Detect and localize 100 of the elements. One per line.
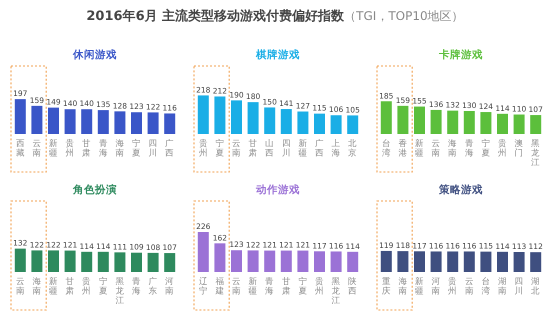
bar bbox=[248, 250, 259, 272]
bar bbox=[81, 109, 92, 134]
bar bbox=[214, 243, 226, 272]
x-tick-label: 重庆 bbox=[382, 276, 391, 296]
chart-title: 休闲游戏 bbox=[72, 48, 117, 61]
bar bbox=[64, 109, 76, 134]
x-tick-label: 青海 bbox=[265, 276, 274, 296]
x-tick-label: 上海 bbox=[332, 138, 341, 158]
bar bbox=[314, 251, 325, 272]
x-tick-label: 黑龙江 bbox=[115, 276, 124, 306]
bar bbox=[397, 106, 408, 134]
x-tick-label: 新疆 bbox=[49, 276, 58, 296]
bar bbox=[497, 114, 508, 134]
chart-title: 角色扮演 bbox=[72, 183, 117, 196]
x-tick-label: 云南 bbox=[464, 277, 474, 296]
x-tick-label: 北京 bbox=[348, 138, 358, 158]
x-tick-label: 新疆 bbox=[248, 276, 258, 296]
x-tick-label: 海南 bbox=[448, 138, 458, 158]
x-tick-label: 香港 bbox=[398, 138, 408, 158]
bar bbox=[297, 250, 308, 272]
x-tick-label: 甘肃 bbox=[82, 138, 92, 158]
text: 2016年6月 主流类型移动游戏付费偏好指数 bbox=[86, 8, 346, 24]
x-tick-label: 云南 bbox=[232, 139, 241, 158]
x-tick-label: 云南 bbox=[16, 277, 25, 296]
x-tick-label: 贵州 bbox=[66, 138, 75, 158]
x-tick-label: 贵州 bbox=[498, 138, 507, 158]
x-tick-label: 青海 bbox=[464, 138, 474, 158]
bar bbox=[280, 250, 292, 272]
x-tick-label: 新疆 bbox=[415, 276, 424, 296]
x-tick-label: 甘肃 bbox=[248, 138, 258, 158]
chart-title: 动作游戏 bbox=[255, 183, 300, 196]
x-tick-label: 广西 bbox=[315, 138, 324, 158]
x-tick-label: 宁夏 bbox=[298, 276, 308, 296]
bar bbox=[114, 111, 126, 134]
x-tick-label: 湖南 bbox=[498, 276, 507, 296]
x-tick-label: 西藏 bbox=[16, 139, 25, 158]
bar bbox=[380, 101, 392, 134]
chart-title: 棋牌游戏 bbox=[255, 48, 300, 61]
x-tick-label: 四川 bbox=[148, 139, 158, 158]
bar bbox=[314, 114, 325, 134]
x-tick-label: 宁夏 bbox=[215, 138, 224, 158]
bar bbox=[330, 115, 342, 134]
bar bbox=[447, 110, 458, 134]
bar bbox=[464, 110, 475, 134]
x-tick-label: 新疆 bbox=[298, 138, 308, 158]
x-tick-label: 宁夏 bbox=[481, 138, 490, 158]
bar bbox=[264, 250, 276, 272]
x-tick-label: 福建 bbox=[214, 276, 224, 296]
bar bbox=[330, 251, 342, 272]
x-tick-label: 贵州 bbox=[448, 276, 458, 296]
x-tick-label: 四川 bbox=[282, 139, 291, 158]
bar bbox=[514, 114, 525, 134]
x-tick-label: 宁夏 bbox=[98, 276, 108, 296]
x-tick-label: 澳门 bbox=[514, 138, 524, 158]
x-tick-label: 陕西 bbox=[348, 276, 358, 296]
x-tick-label: 广东 bbox=[148, 276, 158, 296]
bar bbox=[131, 112, 142, 134]
x-tick-label: 贵州 bbox=[315, 276, 324, 296]
x-tick-label: 甘肃 bbox=[282, 276, 291, 296]
bar bbox=[14, 99, 26, 134]
chart-title: 卡牌游戏 bbox=[438, 48, 483, 61]
bar bbox=[248, 102, 259, 134]
bar bbox=[264, 107, 276, 134]
bar bbox=[231, 250, 242, 272]
x-tick-label: 河南 bbox=[165, 276, 174, 296]
chart-title: 策略游戏 bbox=[438, 183, 483, 196]
bar bbox=[164, 113, 176, 134]
bar bbox=[297, 112, 308, 134]
bar bbox=[198, 232, 209, 272]
x-tick-label: 新疆 bbox=[415, 138, 424, 158]
x-tick-label: 宁夏 bbox=[132, 138, 141, 158]
x-tick-label: 山西 bbox=[265, 138, 274, 158]
bar bbox=[48, 108, 59, 134]
x-tick-label: 河南 bbox=[432, 276, 441, 296]
x-tick-label: 云南 bbox=[32, 139, 42, 158]
x-tick-label: 贵州 bbox=[198, 138, 208, 158]
bar bbox=[214, 96, 226, 134]
bar bbox=[347, 252, 358, 272]
x-tick-label: 海南 bbox=[32, 276, 42, 296]
x-tick-label: 青海 bbox=[132, 276, 141, 296]
bar bbox=[148, 112, 159, 134]
bar bbox=[231, 100, 242, 134]
x-tick-label: 海南 bbox=[398, 276, 408, 296]
bar bbox=[280, 109, 292, 134]
bar bbox=[480, 112, 492, 134]
x-tick-label: 广西 bbox=[165, 138, 174, 158]
x-tick-label: 台湾 bbox=[382, 138, 391, 158]
bar bbox=[347, 115, 358, 134]
x-tick-label: 云南 bbox=[232, 277, 241, 296]
x-tick-label: 云南 bbox=[432, 139, 441, 158]
x-tick-label: 四川 bbox=[514, 277, 524, 296]
x-tick-label: 湖北 bbox=[531, 276, 540, 296]
x-tick-label: 贵州 bbox=[82, 276, 92, 296]
x-tick-label: 黑龙江 bbox=[332, 276, 341, 306]
x-tick-label: 甘肃 bbox=[66, 276, 75, 296]
bar bbox=[98, 110, 109, 134]
bar bbox=[414, 106, 425, 134]
bar bbox=[430, 110, 442, 134]
x-tick-label: 辽宁 bbox=[198, 276, 208, 296]
bar bbox=[31, 106, 42, 134]
